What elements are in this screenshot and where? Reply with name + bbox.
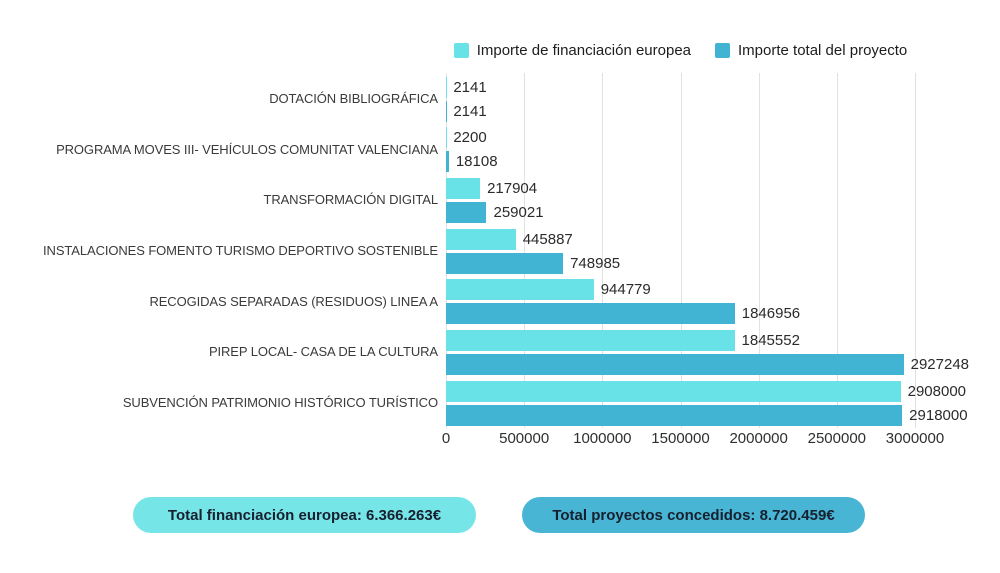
bar-value-label: 748985: [570, 254, 621, 272]
chart-legend: Importe de financiación europea Importe t…: [446, 42, 915, 59]
x-axis-tick-label: 500000: [499, 430, 550, 447]
bar-financiacion-europea[interactable]: [446, 330, 735, 352]
category-label: PIREP LOCAL- CASA DE LA CULTURA: [208, 344, 438, 360]
bar-value-label: 2141: [453, 102, 487, 120]
total-financiacion-pill: Total financiación europea: 6.366.263€: [133, 497, 476, 533]
gridline: [602, 73, 604, 428]
bar-value-label: 2908000: [907, 382, 967, 400]
category-label: SUBVENCIÓN PATRIMONIO HISTÓRICO TURÍSTIC…: [122, 395, 438, 411]
bar-total-proyecto[interactable]: [446, 151, 449, 173]
gridline: [524, 73, 526, 428]
gridline: [446, 73, 447, 428]
bar-total-proyecto[interactable]: [446, 303, 735, 325]
x-axis-tick-label: 2500000: [807, 430, 867, 447]
gridline: [680, 73, 682, 428]
bar-value-label: 2141: [453, 78, 487, 96]
legend-item-financiacion-europea[interactable]: Importe de financiación europea: [453, 42, 692, 59]
bar-value-label: 2200: [453, 129, 487, 147]
category-label: DOTACIÓN BIBLIOGRÁFICA: [269, 90, 438, 106]
bar-total-proyecto[interactable]: [446, 201, 487, 223]
x-axis-tick-label: 1500000: [651, 430, 710, 447]
gridline: [836, 73, 838, 428]
bar-financiacion-europea[interactable]: [446, 228, 516, 250]
x-axis-tick-label: 2000000: [729, 430, 788, 447]
category-label: TRANSFORMACIÓN DIGITAL: [263, 192, 438, 208]
bar-total-proyecto[interactable]: [446, 354, 904, 376]
gridline: [758, 73, 760, 428]
gridline: [915, 73, 916, 428]
bar-value-label: 259021: [493, 203, 544, 221]
legend-item-label: Importe total del proyecto: [738, 42, 908, 59]
bar-financiacion-europea[interactable]: [446, 279, 594, 301]
category-label: RECOGIDAS SEPARADAS (RESIDUOS) LINEA A: [149, 293, 438, 309]
bar-total-proyecto[interactable]: [446, 252, 564, 274]
bar-total-proyecto[interactable]: [446, 404, 903, 426]
bar-value-label: 2918000: [909, 406, 968, 424]
bar-value-label: 217904: [487, 179, 538, 197]
x-axis-tick-label: 1000000: [573, 430, 632, 447]
legend-swatch-icon: [715, 43, 731, 58]
bar-financiacion-europea[interactable]: [446, 380, 901, 402]
bar-value-label: 944779: [600, 281, 651, 299]
bar-value-label: 445887: [522, 230, 573, 248]
legend-item-label: Importe de financiación europea: [476, 42, 692, 59]
bar-value-label: 18108: [455, 153, 498, 171]
legend-swatch-icon: [453, 43, 469, 58]
bar-value-label: 1845552: [741, 332, 800, 350]
bar-financiacion-europea[interactable]: [446, 177, 481, 199]
x-axis-tick-label: 0: [441, 430, 451, 447]
bar-value-label: 2927248: [910, 356, 970, 374]
x-axis-tick-label: 3000000: [885, 430, 945, 447]
legend-item-total-proyecto[interactable]: Importe total del proyecto: [715, 42, 907, 59]
category-label: PROGRAMA MOVES III- VEHÍCULOS COMUNITAT …: [56, 141, 438, 157]
bar-value-label: 1846956: [741, 305, 801, 323]
category-label: INSTALACIONES FOMENTO TURISMO DEPORTIVO …: [43, 242, 438, 258]
total-proyectos-pill: Total proyectos concedidos: 8.720.459€: [522, 497, 865, 533]
